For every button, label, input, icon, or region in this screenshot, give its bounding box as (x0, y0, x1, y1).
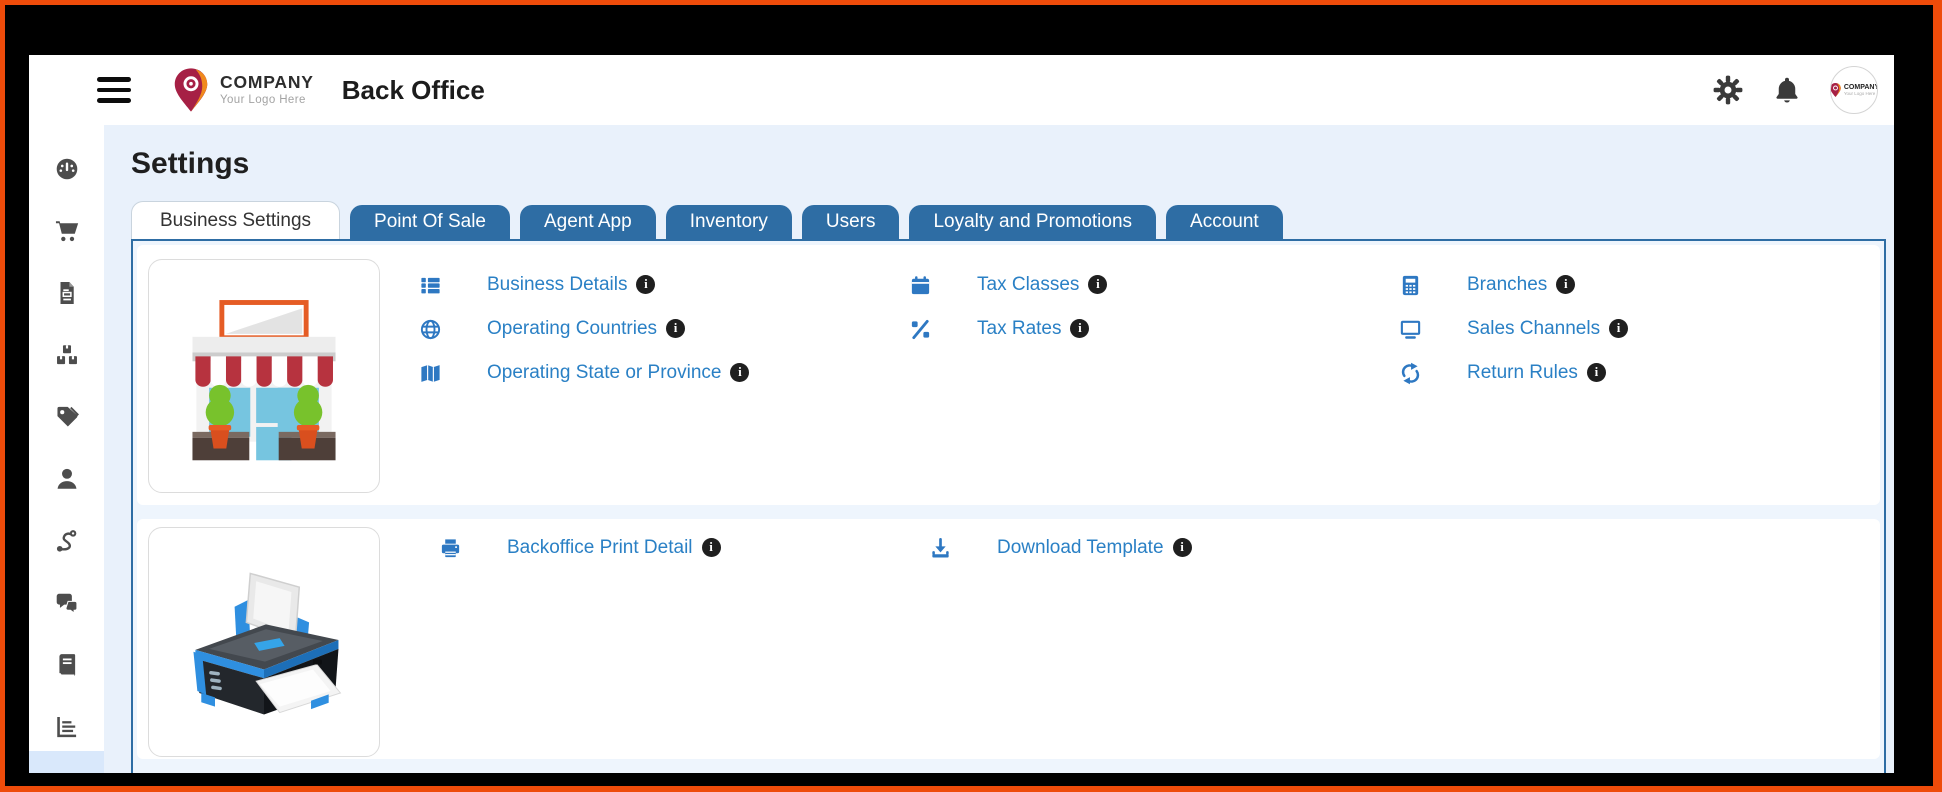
list-icon (417, 274, 443, 297)
operating-countries-link[interactable]: Operating Countries i (487, 318, 686, 340)
business-links-col-2: Tax Classes i Tax Rates i (907, 263, 1397, 505)
printer-image-card (148, 527, 380, 757)
backoffice-print-detail-link[interactable]: Backoffice Print Detail i (507, 537, 721, 559)
chat-messages-icon (56, 593, 78, 615)
storefront-illustration (192, 300, 336, 461)
inventory-boxes-icon (56, 345, 77, 365)
branches-link[interactable]: Branches i (1467, 274, 1576, 296)
business-links-area: Business Details i Operating Countries (417, 245, 1880, 505)
menu-hamburger-icon[interactable] (97, 77, 131, 103)
tab-loyalty-and-promotions[interactable]: Loyalty and Promotions (909, 205, 1157, 239)
info-icon[interactable]: i (1556, 274, 1576, 294)
info-icon[interactable]: i (1088, 274, 1108, 294)
tax-rates-link[interactable]: Tax Rates i (977, 318, 1090, 340)
sidebar-item-invoices[interactable] (47, 280, 87, 306)
tax-classes-link[interactable]: Tax Classes i (977, 274, 1108, 296)
avatar-logo-pin-icon (1831, 82, 1841, 98)
sidebar-item-dashboard[interactable] (47, 156, 87, 182)
customer-person-icon (57, 468, 76, 489)
monitor-icon (1397, 318, 1423, 341)
tab-account[interactable]: Account (1166, 205, 1283, 239)
info-icon[interactable]: i (636, 274, 656, 294)
info-icon[interactable]: i (666, 318, 686, 338)
main-content: Settings Business Settings Point Of Sale… (104, 125, 1894, 773)
icon-sidebar (29, 125, 104, 773)
shopping-cart-icon (55, 221, 78, 242)
company-logo: COMPANY Your Logo Here (171, 66, 314, 114)
tab-inventory[interactable]: Inventory (665, 205, 792, 239)
business-settings-row: Business Details i Operating Countries (137, 245, 1880, 505)
sidebar-item-catalog[interactable] (47, 652, 87, 678)
page-title: Settings (131, 147, 250, 180)
top-header: COMPANY Your Logo Here Back Office (29, 55, 1894, 125)
sidebar-item-customers[interactable] (47, 466, 87, 492)
sidebar-item-sales[interactable] (47, 218, 87, 244)
dashboard-gauge-icon (56, 158, 77, 180)
avatar-brand-name: COMPANY (1843, 83, 1878, 91)
printer-icon (437, 537, 463, 560)
globe-icon (417, 318, 443, 341)
tab-panel: Business Details i Operating Countries (131, 239, 1886, 773)
sidebar-item-messages[interactable] (47, 590, 87, 616)
sidebar-item-inventory[interactable] (47, 342, 87, 368)
sidebar-item-routes[interactable] (47, 528, 87, 554)
info-icon[interactable]: i (1172, 537, 1192, 557)
header-actions: COMPANY Your Logo Here (1712, 66, 1894, 114)
info-icon[interactable]: i (730, 362, 750, 382)
calculator-icon (1397, 274, 1423, 297)
map-icon (417, 362, 443, 385)
tab-point-of-sale[interactable]: Point Of Sale (350, 205, 510, 239)
printer-illustration (193, 572, 342, 715)
info-icon[interactable]: i (1609, 318, 1629, 338)
info-icon[interactable]: i (1586, 362, 1606, 382)
tab-agent-app[interactable]: Agent App (519, 205, 656, 239)
info-icon[interactable]: i (1070, 318, 1090, 338)
brand-name: COMPANY (220, 72, 314, 92)
settings-tabs: Business Settings Point Of Sale Agent Ap… (131, 201, 1894, 239)
storefront-image-card (148, 259, 380, 493)
percent-icon (907, 318, 933, 341)
route-map-icon (56, 530, 76, 552)
sidebar-bottom-highlight (29, 751, 104, 773)
reports-chart-icon (56, 717, 76, 738)
invoice-document-icon (60, 281, 74, 305)
tab-business-settings[interactable]: Business Settings (131, 201, 341, 239)
sidebar-item-pricing[interactable] (47, 404, 87, 430)
notifications-bell-icon[interactable] (1772, 75, 1802, 105)
app-window: COMPANY Your Logo Here Back Office (29, 55, 1894, 773)
return-rules-link[interactable]: Return Rules i (1467, 362, 1606, 384)
brand-tagline: Your Logo Here (220, 93, 306, 106)
printing-links-area: Backoffice Print Detail i (437, 519, 1880, 759)
sales-channels-link[interactable]: Sales Channels i (1467, 318, 1629, 340)
price-tag-icon (56, 406, 79, 427)
app-title: Back Office (341, 74, 485, 105)
settings-gear-icon[interactable] (1712, 74, 1744, 106)
profile-avatar[interactable]: COMPANY Your Logo Here (1830, 66, 1878, 114)
tab-users[interactable]: Users (801, 205, 900, 239)
printing-settings-row: Backoffice Print Detail i (137, 519, 1880, 759)
repeat-arrows-icon (1397, 362, 1423, 385)
calendar-icon (907, 274, 933, 297)
printing-links-col-1: Backoffice Print Detail i (437, 526, 927, 759)
printing-links-col-2: Download Template i (927, 526, 1417, 759)
printing-links-col-3 (1417, 526, 1880, 759)
business-details-link[interactable]: Business Details i (487, 274, 656, 296)
avatar-brand-tagline: Your Logo Here (1843, 90, 1876, 96)
download-icon (927, 537, 953, 560)
catalog-book-icon (58, 654, 75, 677)
info-icon[interactable]: i (701, 537, 721, 557)
download-template-link[interactable]: Download Template i (997, 537, 1192, 559)
operating-state-link[interactable]: Operating State or Province i (487, 362, 750, 384)
business-links-col-1: Business Details i Operating Countries (417, 263, 907, 505)
business-links-col-3: Branches i Sales Channels i (1397, 263, 1880, 505)
sidebar-item-reports[interactable] (47, 714, 87, 740)
logo-pin-icon (174, 68, 208, 112)
